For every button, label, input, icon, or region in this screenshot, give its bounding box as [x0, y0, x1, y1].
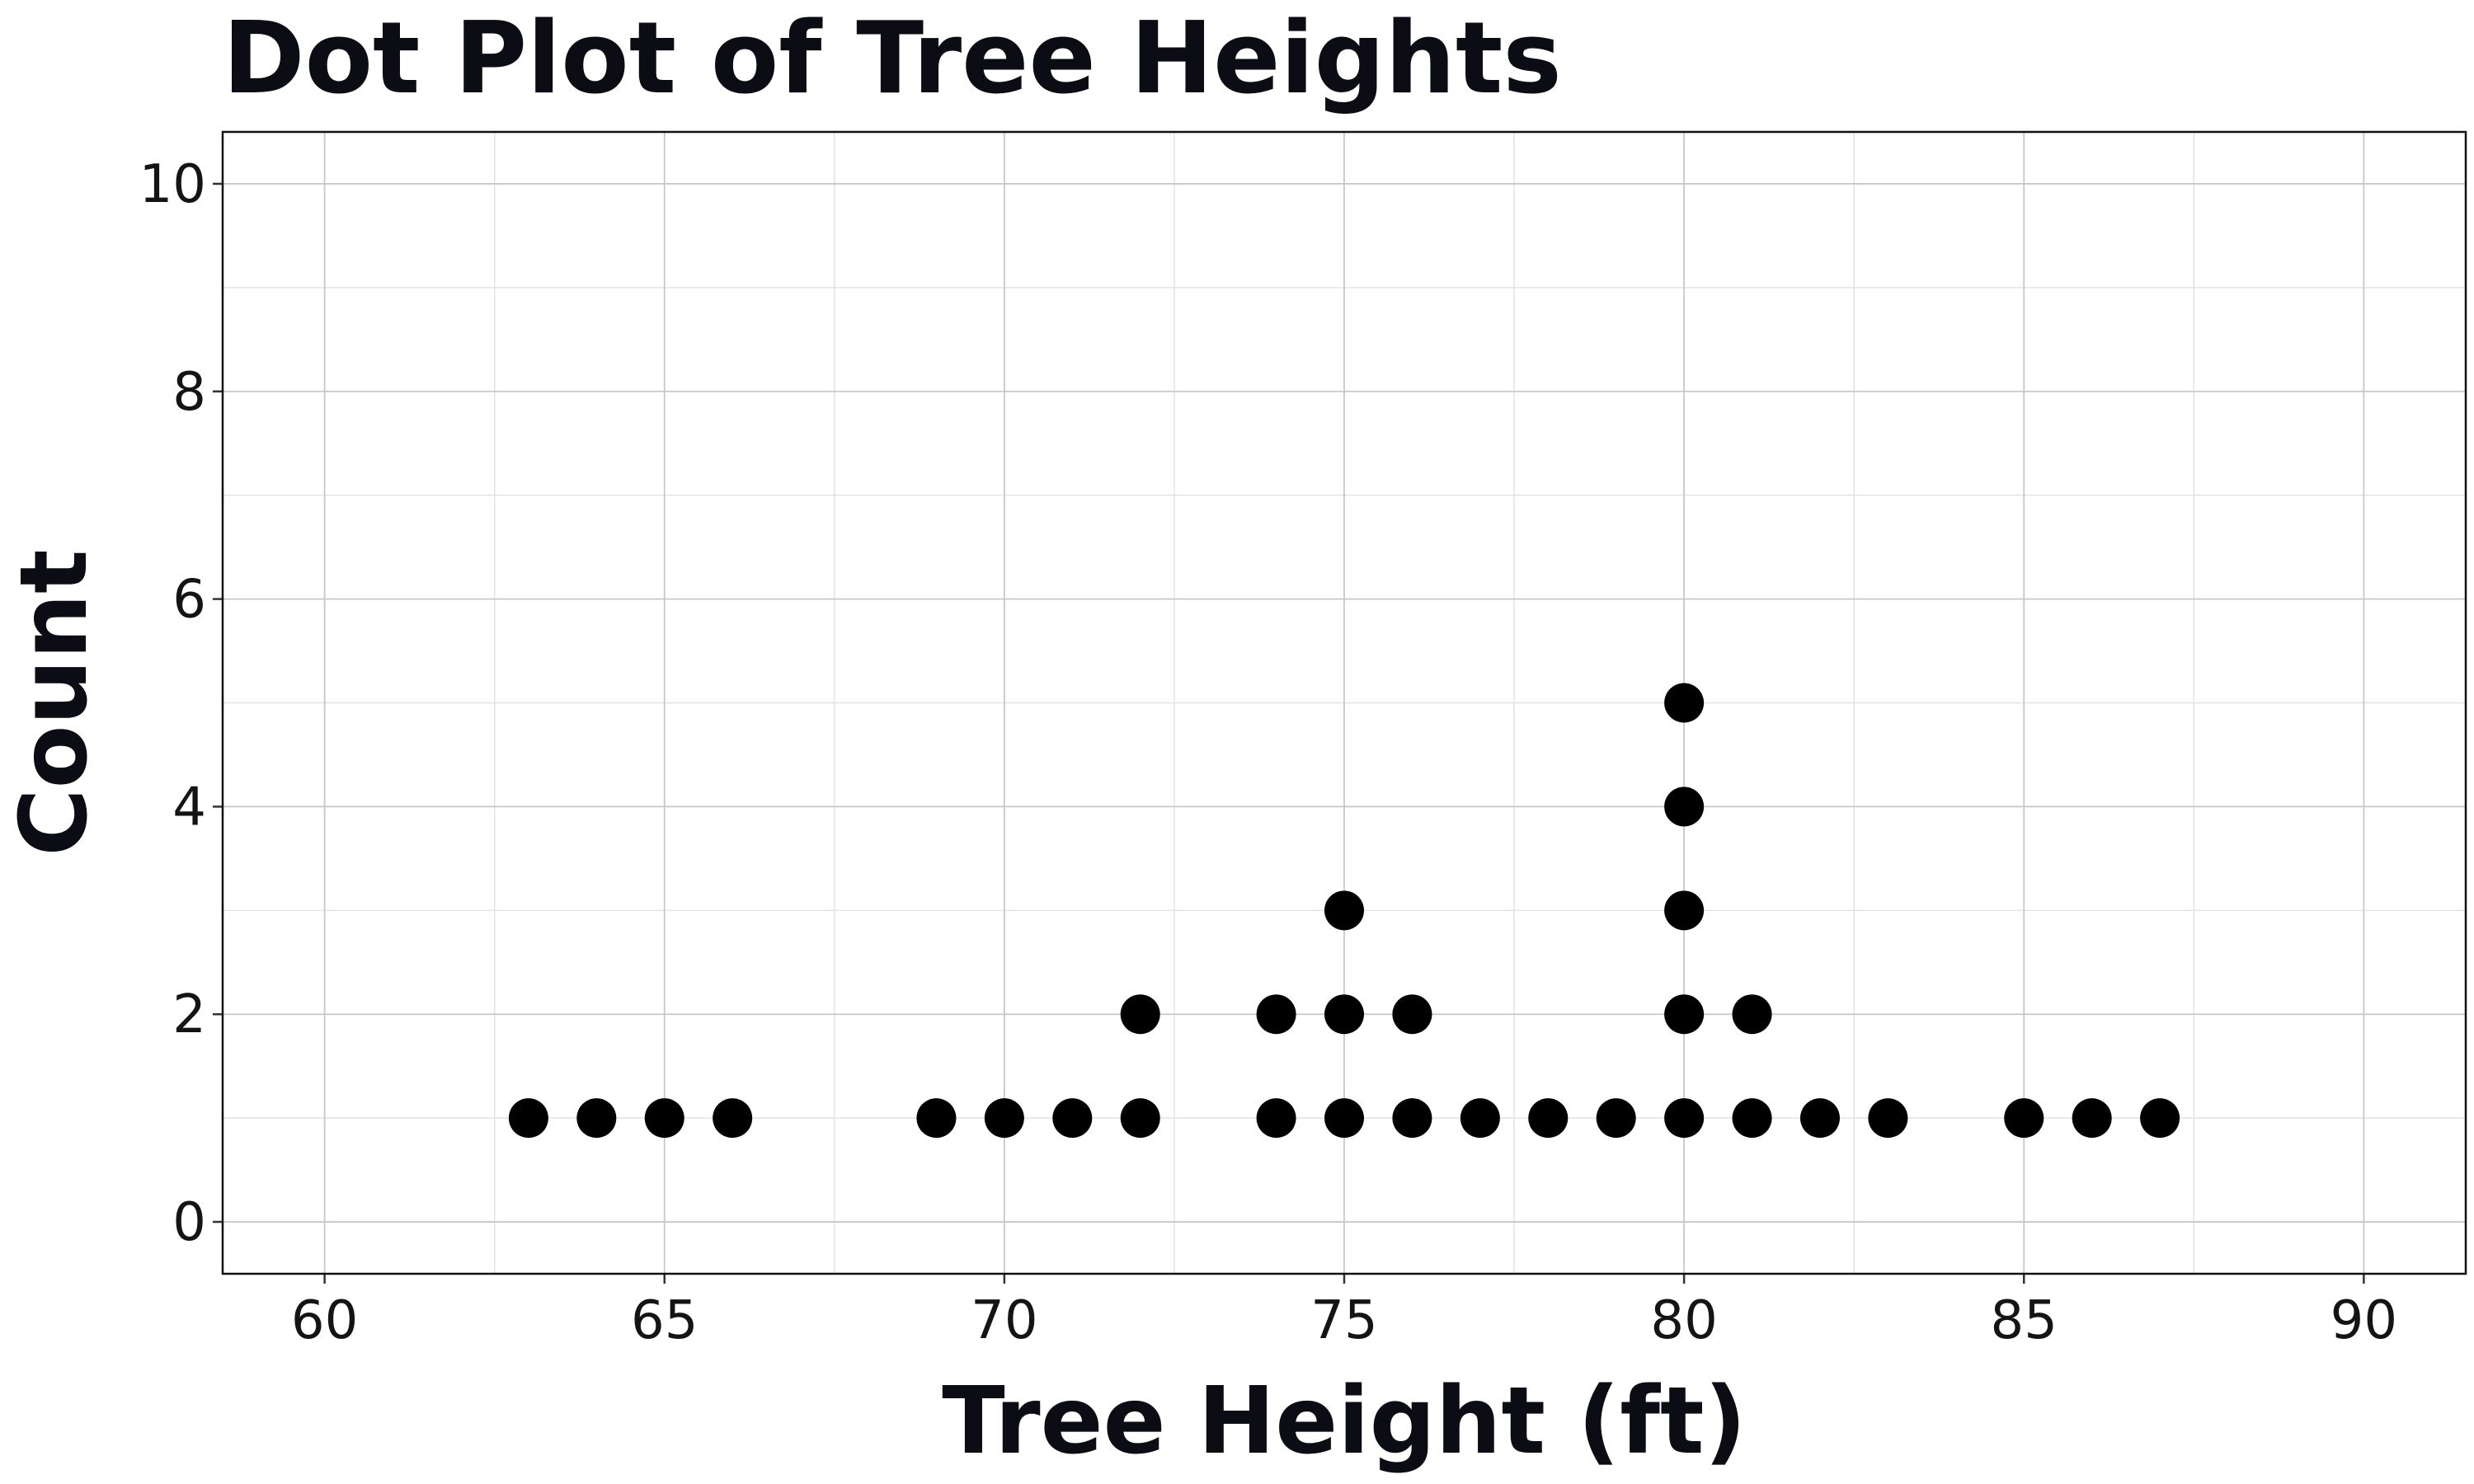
- x-axis-title: Tree Height (ft): [942, 1368, 1746, 1475]
- y-axis-title: Count: [1, 549, 108, 856]
- data-points: [508, 683, 2180, 1139]
- data-point: [2004, 1098, 2044, 1139]
- data-point: [576, 1098, 617, 1139]
- x-tick-label: 70: [971, 1290, 1037, 1351]
- data-point: [1392, 1098, 1432, 1139]
- data-point: [2140, 1098, 2180, 1139]
- plot-border: [221, 130, 2467, 1275]
- x-tick-label: 90: [2331, 1290, 2397, 1351]
- data-point: [1460, 1098, 1500, 1139]
- data-point: [1664, 683, 1705, 723]
- data-point: [1799, 1098, 1840, 1139]
- data-point: [1664, 994, 1705, 1035]
- data-point: [713, 1098, 753, 1139]
- y-tick-label: 2: [172, 984, 206, 1045]
- data-point: [1664, 1098, 1705, 1139]
- data-point: [1324, 1098, 1364, 1139]
- axis-ticks: 60 65 70 75 80 85 90 0 2 4 6 8 10: [139, 154, 2398, 1351]
- x-tick-label: 85: [1991, 1290, 2058, 1351]
- data-point: [1528, 1098, 1569, 1139]
- data-point: [1392, 994, 1432, 1035]
- x-tick-label: 60: [291, 1290, 358, 1351]
- x-tick-label: 65: [631, 1290, 698, 1351]
- data-point: [1256, 1098, 1296, 1139]
- data-point: [1732, 1098, 1772, 1139]
- data-point: [1324, 994, 1364, 1035]
- grid-lines: [223, 132, 2466, 1274]
- y-tick-label: 0: [172, 1192, 206, 1253]
- y-tick-label: 8: [172, 362, 206, 423]
- data-point: [1120, 994, 1160, 1035]
- data-point: [1256, 994, 1296, 1035]
- x-tick-label: 75: [1310, 1290, 1377, 1351]
- data-point: [1664, 890, 1705, 931]
- data-point: [508, 1098, 548, 1139]
- data-point: [1052, 1098, 1093, 1139]
- chart-title: Dot Plot of Tree Heights: [223, 2, 1562, 116]
- data-point: [1120, 1098, 1160, 1139]
- data-point: [916, 1098, 957, 1139]
- data-point: [2072, 1098, 2112, 1139]
- data-point: [984, 1098, 1024, 1139]
- data-point: [1596, 1098, 1636, 1139]
- data-point: [1324, 890, 1364, 931]
- data-point: [644, 1098, 684, 1139]
- data-point: [1732, 994, 1772, 1035]
- y-tick-label: 10: [139, 154, 206, 215]
- data-point: [1868, 1098, 1908, 1139]
- data-point: [1664, 787, 1705, 827]
- y-tick-label: 6: [172, 570, 206, 631]
- x-tick-label: 80: [1650, 1290, 1717, 1351]
- y-tick-label: 4: [172, 777, 206, 838]
